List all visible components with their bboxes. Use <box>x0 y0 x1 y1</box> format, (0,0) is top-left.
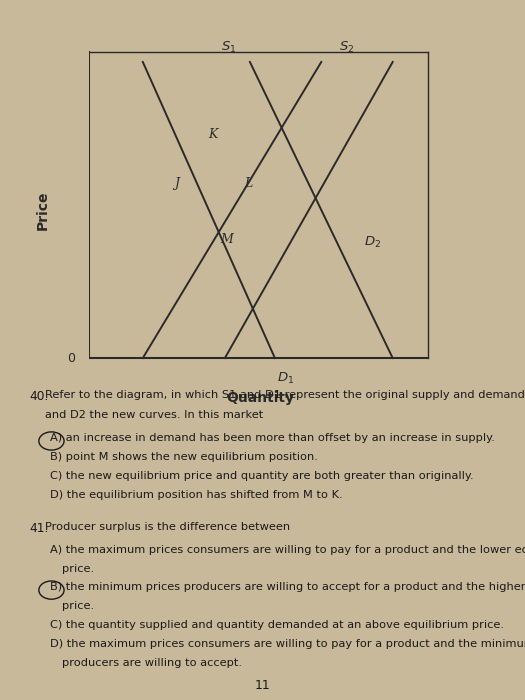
Text: Refer to the diagram, in which S1 and D1 represent the original supply and deman: Refer to the diagram, in which S1 and D1… <box>45 390 525 400</box>
Text: Price: Price <box>36 190 50 230</box>
Text: $S_2$: $S_2$ <box>339 41 354 55</box>
Text: M: M <box>220 233 234 246</box>
Text: 11: 11 <box>255 678 270 692</box>
Text: 40.: 40. <box>29 390 48 403</box>
Text: $S_1$: $S_1$ <box>221 41 236 55</box>
Text: C) the quantity supplied and quantity demanded at an above equilibrium price.: C) the quantity supplied and quantity de… <box>50 620 504 630</box>
Text: J: J <box>174 177 179 190</box>
Text: Producer surplus is the difference between: Producer surplus is the difference betwe… <box>45 522 290 531</box>
Text: $D_2$: $D_2$ <box>364 235 381 251</box>
Text: B) the minimum prices producers are willing to accept for a product and the high: B) the minimum prices producers are will… <box>50 582 525 592</box>
Text: B) point M shows the new equilibrium position.: B) point M shows the new equilibrium pos… <box>50 452 318 462</box>
Text: and D2 the new curves. In this market: and D2 the new curves. In this market <box>45 410 263 419</box>
Text: A) the maximum prices consumers are willing to pay for a product and the lower e: A) the maximum prices consumers are will… <box>50 545 525 554</box>
Text: price.: price. <box>62 564 94 573</box>
Text: A) an increase in demand has been more than offset by an increase in supply.: A) an increase in demand has been more t… <box>50 433 495 443</box>
Text: $D_1$: $D_1$ <box>277 371 294 386</box>
Text: 0: 0 <box>67 351 75 365</box>
Text: K: K <box>208 128 217 141</box>
Text: C) the new equilibrium price and quantity are both greater than originally.: C) the new equilibrium price and quantit… <box>50 471 474 481</box>
Text: D) the maximum prices consumers are willing to pay for a product and the minimum: D) the maximum prices consumers are will… <box>50 639 525 649</box>
Text: 41.: 41. <box>29 522 48 535</box>
Text: D) the equilibrium position has shifted from M to K.: D) the equilibrium position has shifted … <box>50 490 342 500</box>
Text: producers are willing to accept.: producers are willing to accept. <box>62 658 242 668</box>
Text: L: L <box>244 177 252 190</box>
Text: Quantity: Quantity <box>227 391 295 405</box>
Text: price.: price. <box>62 601 94 611</box>
